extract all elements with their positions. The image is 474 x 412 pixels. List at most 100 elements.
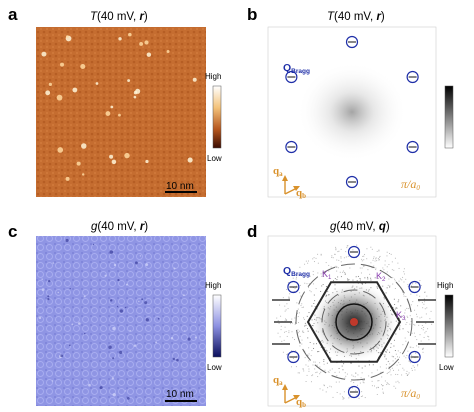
qpi-speckle: [363, 382, 365, 384]
qpi-speckle: [367, 276, 369, 278]
qpi-speckle: [407, 316, 409, 318]
qpi-speckle: [321, 285, 323, 287]
qpi-speckle: [417, 365, 419, 367]
defect-spot: [65, 238, 69, 243]
defect-spot: [47, 297, 50, 301]
qpi-speckle: [323, 384, 325, 386]
qpi-speckle: [410, 293, 412, 295]
qpi-speckle: [381, 384, 383, 386]
qpi-speckle: [330, 357, 332, 359]
qpi-speckle: [296, 285, 298, 287]
qpi-speckle: [424, 308, 426, 310]
qpi-speckle: [421, 327, 423, 329]
panel-b-title: T(40 mV, r): [327, 11, 385, 23]
qpi-speckle: [316, 364, 318, 366]
qpi-speckle: [397, 350, 399, 352]
qpi-speckle: [393, 298, 395, 300]
qpi-speckle: [399, 364, 401, 366]
qpi-speckle: [402, 328, 404, 330]
defect-spot: [124, 390, 127, 392]
qpi-speckle: [377, 277, 379, 279]
qpi-speckle: [370, 279, 372, 281]
qpi-speckle: [311, 375, 313, 377]
qpi-speckle: [385, 292, 387, 294]
qpi-speckle: [394, 278, 396, 280]
qpi-speckle: [345, 375, 347, 377]
qpi-speckle: [412, 347, 414, 349]
defect-spot: [78, 322, 81, 325]
qpi-speckle: [305, 260, 307, 262]
qpi-speckle: [303, 318, 305, 320]
qpi-speckle: [367, 278, 369, 280]
colorbar-c: [212, 294, 222, 358]
qpi-speckle: [362, 380, 364, 382]
qpi-speckle: [288, 296, 290, 298]
impurity-spot: [80, 63, 86, 70]
qpi-speckle: [405, 323, 407, 325]
bragg-label-d: QBragg: [283, 265, 310, 278]
qpi-speckle: [376, 393, 378, 395]
qpi-speckle: [376, 387, 378, 389]
qpi-speckle: [331, 255, 333, 257]
qpi-speckle: [277, 332, 279, 334]
qpi-speckle: [422, 351, 424, 353]
qpi-speckle: [313, 261, 315, 263]
qpi-speckle: [351, 387, 353, 389]
qpi-speckle: [316, 371, 318, 373]
defect-spot: [41, 278, 43, 281]
qpi-speckle: [320, 253, 322, 255]
qpi-speckle: [408, 372, 410, 374]
qpi-speckle: [395, 381, 397, 383]
qpi-speckle: [379, 255, 381, 257]
qpi-speckle: [399, 352, 401, 354]
defect-spot: [129, 329, 131, 332]
qpi-speckle: [360, 272, 362, 274]
impurity-spot: [146, 52, 152, 57]
qpi-speckle: [336, 267, 338, 269]
qpi-speckle: [332, 280, 334, 282]
qpi-speckle: [409, 360, 411, 362]
qpi-speckle: [343, 257, 345, 259]
qpi-speckle: [404, 309, 406, 311]
qpi-speckle: [384, 264, 386, 266]
qpi-speckle: [352, 279, 354, 281]
qpi-speckle: [341, 396, 343, 398]
qpi-speckle: [378, 249, 380, 251]
qpi-speckle: [373, 385, 375, 387]
qpi-speckle: [340, 261, 342, 263]
qpi-speckle: [428, 336, 430, 338]
qpi-speckle: [306, 354, 308, 356]
defect-spot: [144, 301, 148, 305]
qpi-speckle: [297, 329, 299, 331]
qpi-speckle: [328, 270, 330, 272]
qpi-speckle: [400, 315, 402, 317]
qpi-speckle: [389, 371, 391, 373]
qpi-speckle: [378, 259, 380, 261]
defect-spot: [112, 357, 115, 360]
defect-spot: [69, 288, 71, 290]
qpi-speckle: [342, 270, 344, 272]
qpi-speckle: [422, 347, 424, 349]
panel-d-letter: d: [247, 222, 257, 241]
qpi-speckle: [416, 339, 418, 341]
qpi-speckle: [336, 259, 338, 261]
qpi-speckle: [296, 276, 298, 278]
qpi-speckle: [418, 324, 420, 326]
qpi-speckle: [296, 302, 298, 304]
qpi-speckle: [382, 267, 384, 269]
defect-spot: [92, 243, 95, 246]
qpi-speckle: [295, 350, 297, 352]
qpi-speckle: [303, 276, 305, 278]
qpi-speckle: [408, 331, 410, 333]
qpi-speckle: [389, 363, 391, 365]
qpi-speckle: [299, 335, 301, 337]
qpi-speckle: [398, 314, 400, 316]
bragg-peak-circle: [408, 280, 421, 294]
qpi-speckle: [337, 267, 339, 269]
qpi-speckle: [278, 323, 280, 325]
defect-spot: [126, 397, 130, 400]
qpi-speckle: [312, 258, 314, 260]
qpi-speckle: [277, 320, 279, 322]
qpi-speckle: [291, 350, 293, 352]
qpi-speckle: [338, 259, 340, 261]
